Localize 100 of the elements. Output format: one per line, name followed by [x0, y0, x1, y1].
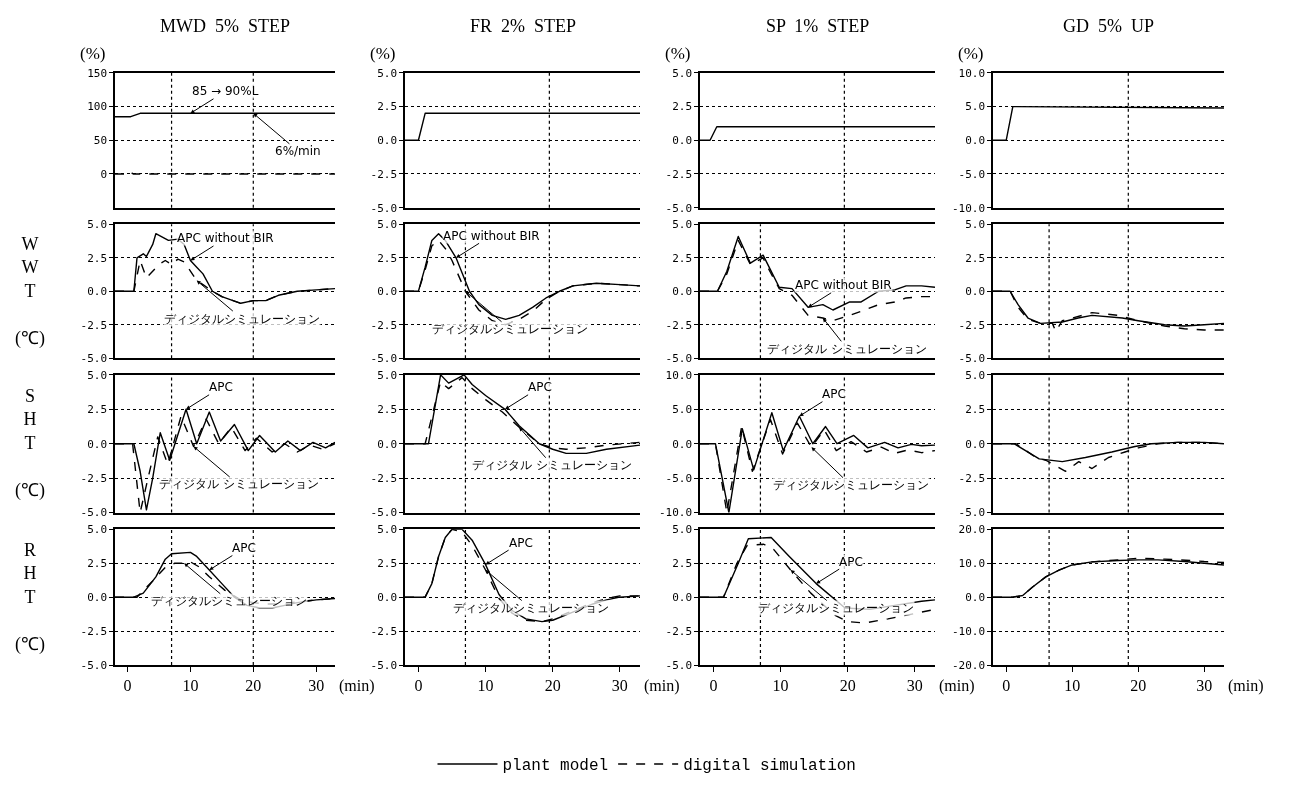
- annotation: 85 → 90%L: [192, 84, 259, 98]
- y-tick-label: -2.5: [665, 318, 693, 332]
- text: R H T (℃): [15, 540, 45, 654]
- y-tick-label: 20.0: [958, 523, 986, 537]
- x-tick-label: 10: [477, 677, 494, 695]
- x-tick-label: 10: [772, 677, 789, 695]
- y-tick-label: 5.0: [377, 368, 398, 382]
- y-tick-label: -5.0: [370, 352, 398, 365]
- y-tick-label: -2.5: [665, 624, 693, 638]
- y-tick-label: -5.0: [958, 167, 986, 181]
- y-tick-label: 0.0: [965, 285, 986, 299]
- annotation: ディジタル シミュレーション: [472, 458, 632, 472]
- x-tick-label: 0: [414, 677, 423, 695]
- y-tick-label: 0.0: [377, 591, 398, 605]
- y-axis-title: (%): [665, 44, 691, 63]
- x-tick-label: 20: [544, 677, 561, 695]
- y-tick-label: -2.5: [80, 318, 108, 332]
- y-tick-label: 5.0: [672, 403, 693, 417]
- annotation: ディジタルシミュレーション: [453, 601, 609, 615]
- y-tick-label: -2.5: [80, 624, 108, 638]
- annotation: ディジタルシミュレーション: [432, 322, 588, 336]
- annotation: APC: [509, 536, 533, 550]
- y-tick-label: 2.5: [87, 557, 108, 571]
- y-tick-label: 2.5: [87, 251, 108, 265]
- y-tick-label: 5.0: [87, 523, 108, 537]
- x-axis-title: (min): [939, 677, 975, 695]
- y-tick-label: -5.0: [80, 658, 108, 672]
- y-tick-label: 5.0: [377, 523, 398, 537]
- annotation: ディジタルシミュレーション: [773, 478, 929, 492]
- y-tick-label: -5.0: [665, 658, 693, 672]
- y-tick-label: -2.5: [665, 167, 693, 181]
- y-tick-label: -5.0: [370, 658, 398, 672]
- y-tick-label: -5.0: [665, 352, 693, 365]
- x-tick-label: 20: [839, 677, 856, 695]
- annotation: ディジタルシミュレーション: [164, 312, 320, 326]
- y-tick-label: -5.0: [958, 506, 986, 520]
- y-tick-label: 10.0: [958, 557, 986, 571]
- y-tick-label: 5.0: [377, 218, 398, 232]
- chart-title: GD 5% UP: [1063, 16, 1155, 36]
- y-tick-label: 50: [93, 134, 108, 148]
- y-tick-label: -5.0: [958, 352, 986, 365]
- x-axis-title: (min): [644, 677, 680, 695]
- y-tick-label: -2.5: [80, 472, 108, 486]
- y-tick-label: 2.5: [377, 251, 398, 265]
- y-tick-label: -20.0: [951, 658, 986, 672]
- y-tick-label: 5.0: [672, 218, 693, 232]
- y-tick-label: 10.0: [665, 368, 693, 382]
- annotation: ディジタル シミュレーション: [159, 477, 319, 491]
- y-tick-label: -5.0: [665, 201, 693, 215]
- y-tick-label: -2.5: [370, 624, 398, 638]
- annotation: APC without BIR: [795, 278, 892, 292]
- y-tick-label: 2.5: [377, 557, 398, 571]
- y-tick-label: 5.0: [377, 66, 398, 80]
- y-tick-label: 0.0: [965, 591, 986, 605]
- x-tick-label: 0: [709, 677, 718, 695]
- x-tick-label: 30: [611, 677, 628, 695]
- x-tick-label: 0: [123, 677, 132, 695]
- x-tick-label: 30: [308, 677, 325, 695]
- annotation: ディジタルシミュレーション: [758, 601, 914, 615]
- x-axis-title: (min): [1228, 677, 1264, 695]
- text: S H T (℃): [15, 386, 45, 500]
- x-tick-label: 30: [906, 677, 923, 695]
- y-tick-label: -2.5: [958, 472, 986, 486]
- y-tick-label: -5.0: [370, 506, 398, 520]
- y-tick-label: -10.0: [951, 624, 986, 638]
- y-tick-label: -2.5: [370, 318, 398, 332]
- y-tick-label: 0.0: [87, 285, 108, 299]
- annotation: ディジタルシミュレーション: [151, 594, 307, 608]
- chart-title: SP 1% STEP: [766, 16, 870, 36]
- y-tick-label: 0.0: [377, 437, 398, 451]
- y-tick-label: 2.5: [87, 403, 108, 417]
- y-tick-label: 0.0: [672, 285, 693, 299]
- y-tick-label: -10.0: [658, 506, 693, 520]
- y-tick-label: 5.0: [87, 368, 108, 382]
- y-tick-label: 2.5: [672, 557, 693, 571]
- y-tick-label: -5.0: [665, 472, 693, 486]
- annotation: APC: [822, 387, 846, 401]
- legend-label: plant model: [502, 757, 609, 776]
- y-axis-title: (%): [958, 44, 984, 63]
- annotation: ディジタル シミュレーション: [767, 342, 927, 356]
- y-tick-label: 2.5: [672, 251, 693, 265]
- legend-label: digital simulation: [683, 757, 856, 776]
- y-tick-label: 2.5: [965, 403, 986, 417]
- y-tick-label: 5.0: [965, 368, 986, 382]
- y-tick-label: 5.0: [965, 100, 986, 114]
- y-tick-label: 5.0: [672, 523, 693, 537]
- y-tick-label: 0.0: [965, 437, 986, 451]
- annotation: APC without BIR: [177, 231, 274, 245]
- annotation: 6%/min: [275, 144, 321, 158]
- annotation: APC: [528, 380, 552, 394]
- y-tick-label: 0.0: [672, 591, 693, 605]
- y-tick-label: -5.0: [80, 506, 108, 520]
- y-tick-label: 0: [100, 167, 108, 181]
- y-tick-label: 0.0: [377, 285, 398, 299]
- chart-title: FR 2% STEP: [470, 16, 577, 36]
- annotation: APC without BIR: [443, 229, 540, 243]
- x-tick-label: 30: [1196, 677, 1213, 695]
- annotation: APC: [839, 555, 863, 569]
- y-tick-label: 2.5: [377, 403, 398, 417]
- y-axis-title: (%): [80, 44, 106, 63]
